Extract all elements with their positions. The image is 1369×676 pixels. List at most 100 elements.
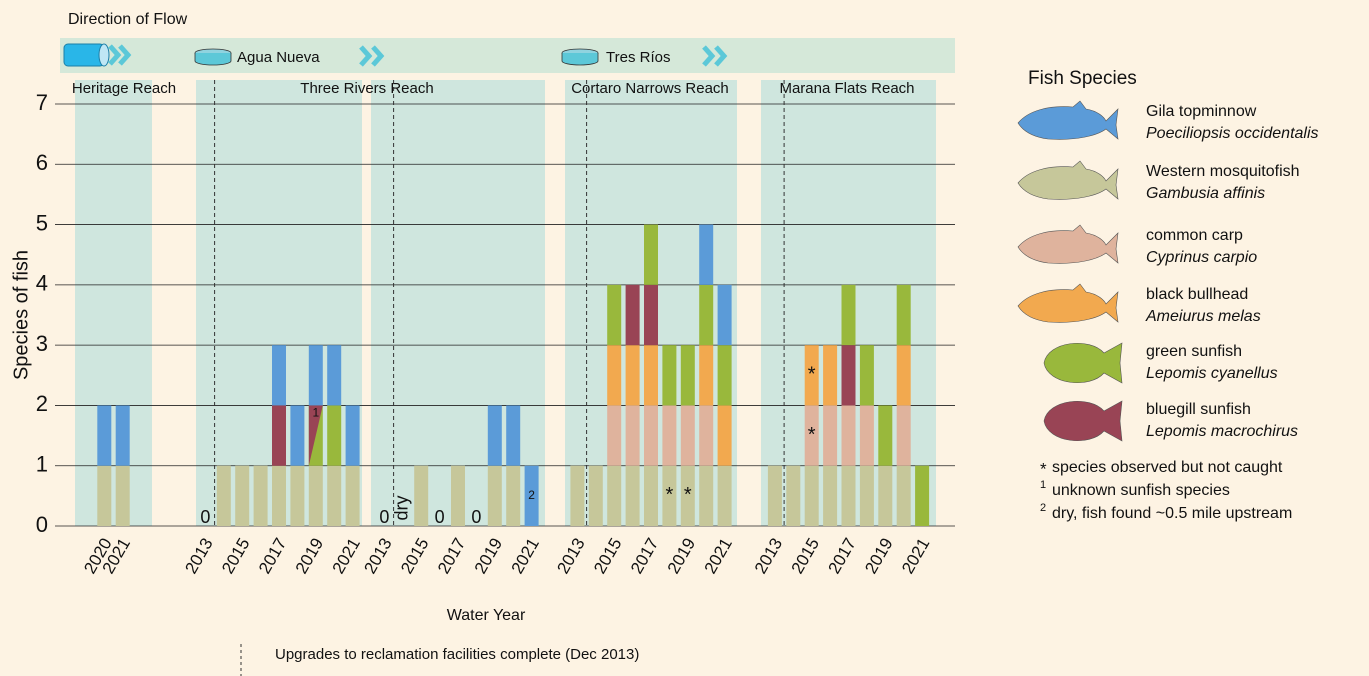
bar-segment bbox=[662, 405, 676, 465]
bar-segment bbox=[309, 345, 323, 405]
bar-segment bbox=[842, 285, 856, 345]
bar-segment bbox=[309, 466, 323, 526]
bar-segment bbox=[607, 405, 621, 465]
legend-name: common carp bbox=[1146, 227, 1243, 244]
legend-title: Fish Species bbox=[1028, 68, 1137, 89]
bar-segment bbox=[626, 345, 640, 405]
reach-panel bbox=[75, 80, 152, 526]
x-tick-label: 2013 bbox=[553, 535, 588, 577]
bar-segment bbox=[842, 405, 856, 465]
note: * bbox=[666, 484, 674, 506]
bar-segment bbox=[699, 405, 713, 465]
reach-label: Heritage Reach bbox=[72, 80, 176, 97]
bar-segment bbox=[607, 285, 621, 345]
bar-segment bbox=[897, 466, 911, 526]
bar-segment bbox=[768, 466, 782, 526]
note: * bbox=[808, 424, 816, 446]
x-tick-label: 2021 bbox=[329, 535, 364, 577]
bar-segment bbox=[718, 466, 732, 526]
legend-swatch bbox=[1018, 161, 1118, 199]
legend-scientific: Lepomis macrochirus bbox=[1146, 423, 1298, 440]
flow-title: Direction of Flow bbox=[68, 11, 188, 28]
x-tick-label: 2019 bbox=[664, 535, 699, 577]
legend-swatch bbox=[1044, 401, 1122, 441]
bar-segment bbox=[290, 405, 304, 465]
x-tick-label: 2017 bbox=[627, 535, 662, 577]
bar-segment bbox=[488, 466, 502, 526]
bar-segment bbox=[272, 466, 286, 526]
x-tick-label: 2015 bbox=[218, 535, 253, 577]
legend-scientific: Cyprinus carpio bbox=[1146, 249, 1257, 266]
footnote-marker: 2 bbox=[1040, 502, 1046, 514]
bar-segment bbox=[897, 285, 911, 345]
bar-segment bbox=[414, 466, 428, 526]
x-tick-label: 2013 bbox=[181, 535, 216, 577]
legend-swatch bbox=[1018, 284, 1118, 322]
bar-segment bbox=[860, 466, 874, 526]
legend-item: green sunfish Lepomis cyanellus bbox=[1044, 343, 1278, 383]
bar-segment bbox=[327, 466, 341, 526]
bar-segment bbox=[626, 466, 640, 526]
legend-swatch bbox=[1018, 101, 1118, 139]
bar-segment bbox=[823, 345, 837, 405]
bar-segment bbox=[699, 345, 713, 405]
legend-name: green sunfish bbox=[1146, 343, 1242, 360]
note: 2 bbox=[528, 488, 535, 502]
bar-segment bbox=[644, 225, 658, 285]
y-axis-label: Species of fish bbox=[10, 250, 32, 380]
bar-segment bbox=[860, 345, 874, 405]
bar-segment bbox=[786, 466, 800, 526]
y-tick-label: 0 bbox=[36, 512, 48, 537]
legend-name: black bullhead bbox=[1146, 286, 1248, 303]
reach-label: Cortaro Narrows Reach bbox=[571, 80, 729, 97]
bar-segment bbox=[878, 405, 892, 465]
legend-item: Gila topminnowPoeciliopsis occidentalis bbox=[1018, 101, 1319, 142]
bar-segment bbox=[842, 345, 856, 405]
bar-segment bbox=[718, 285, 732, 345]
bar-segment bbox=[718, 405, 732, 465]
y-tick-label: 7 bbox=[36, 90, 48, 115]
bar-segment bbox=[254, 466, 268, 526]
x-tick-label: 2021 bbox=[898, 535, 933, 577]
reach-label: Marana Flats Reach bbox=[779, 80, 914, 97]
bar-segment bbox=[699, 285, 713, 345]
facility-label: Agua Nueva bbox=[237, 49, 320, 66]
bar-segment bbox=[644, 285, 658, 345]
x-tick-label: 2019 bbox=[471, 535, 506, 577]
bar-segment bbox=[451, 466, 465, 526]
legend-scientific: Poeciliopsis occidentalis bbox=[1146, 125, 1319, 142]
bar-segment bbox=[878, 466, 892, 526]
bar-segment bbox=[823, 405, 837, 465]
x-tick-label: 2021 bbox=[508, 535, 543, 577]
x-axis-label: Water Year bbox=[447, 607, 526, 624]
bar-segment bbox=[823, 466, 837, 526]
bar-segment bbox=[506, 405, 520, 465]
legend-item: common carp Cyprinus carpio bbox=[1018, 225, 1257, 266]
bar-segment bbox=[235, 466, 249, 526]
bar-segment bbox=[681, 405, 695, 465]
y-tick-label: 4 bbox=[36, 271, 48, 296]
x-tick-label: 2017 bbox=[434, 535, 469, 577]
x-tick-label: 2015 bbox=[788, 535, 823, 577]
bar-segment bbox=[290, 466, 304, 526]
bar-segment bbox=[842, 466, 856, 526]
note: * bbox=[684, 484, 692, 506]
bar-segment bbox=[116, 405, 130, 465]
chart: Direction of Flow Agua Nueva Tres Ríos S… bbox=[0, 0, 1369, 676]
footnote-marker: * bbox=[1040, 459, 1047, 478]
bar-segment bbox=[644, 405, 658, 465]
bar-segment bbox=[570, 466, 584, 526]
x-tick-label: 2017 bbox=[824, 535, 859, 577]
bar-segment bbox=[644, 466, 658, 526]
bar-segment bbox=[607, 345, 621, 405]
legend-swatch bbox=[1018, 225, 1118, 263]
note: * bbox=[808, 364, 816, 386]
legend-scientific: Lepomis cyanellus bbox=[1146, 365, 1278, 382]
reach-label: Three Rivers Reach bbox=[300, 80, 433, 97]
facility-label: Tres Ríos bbox=[606, 49, 670, 66]
bar-segment bbox=[897, 345, 911, 405]
x-tick-label: 2013 bbox=[360, 535, 395, 577]
